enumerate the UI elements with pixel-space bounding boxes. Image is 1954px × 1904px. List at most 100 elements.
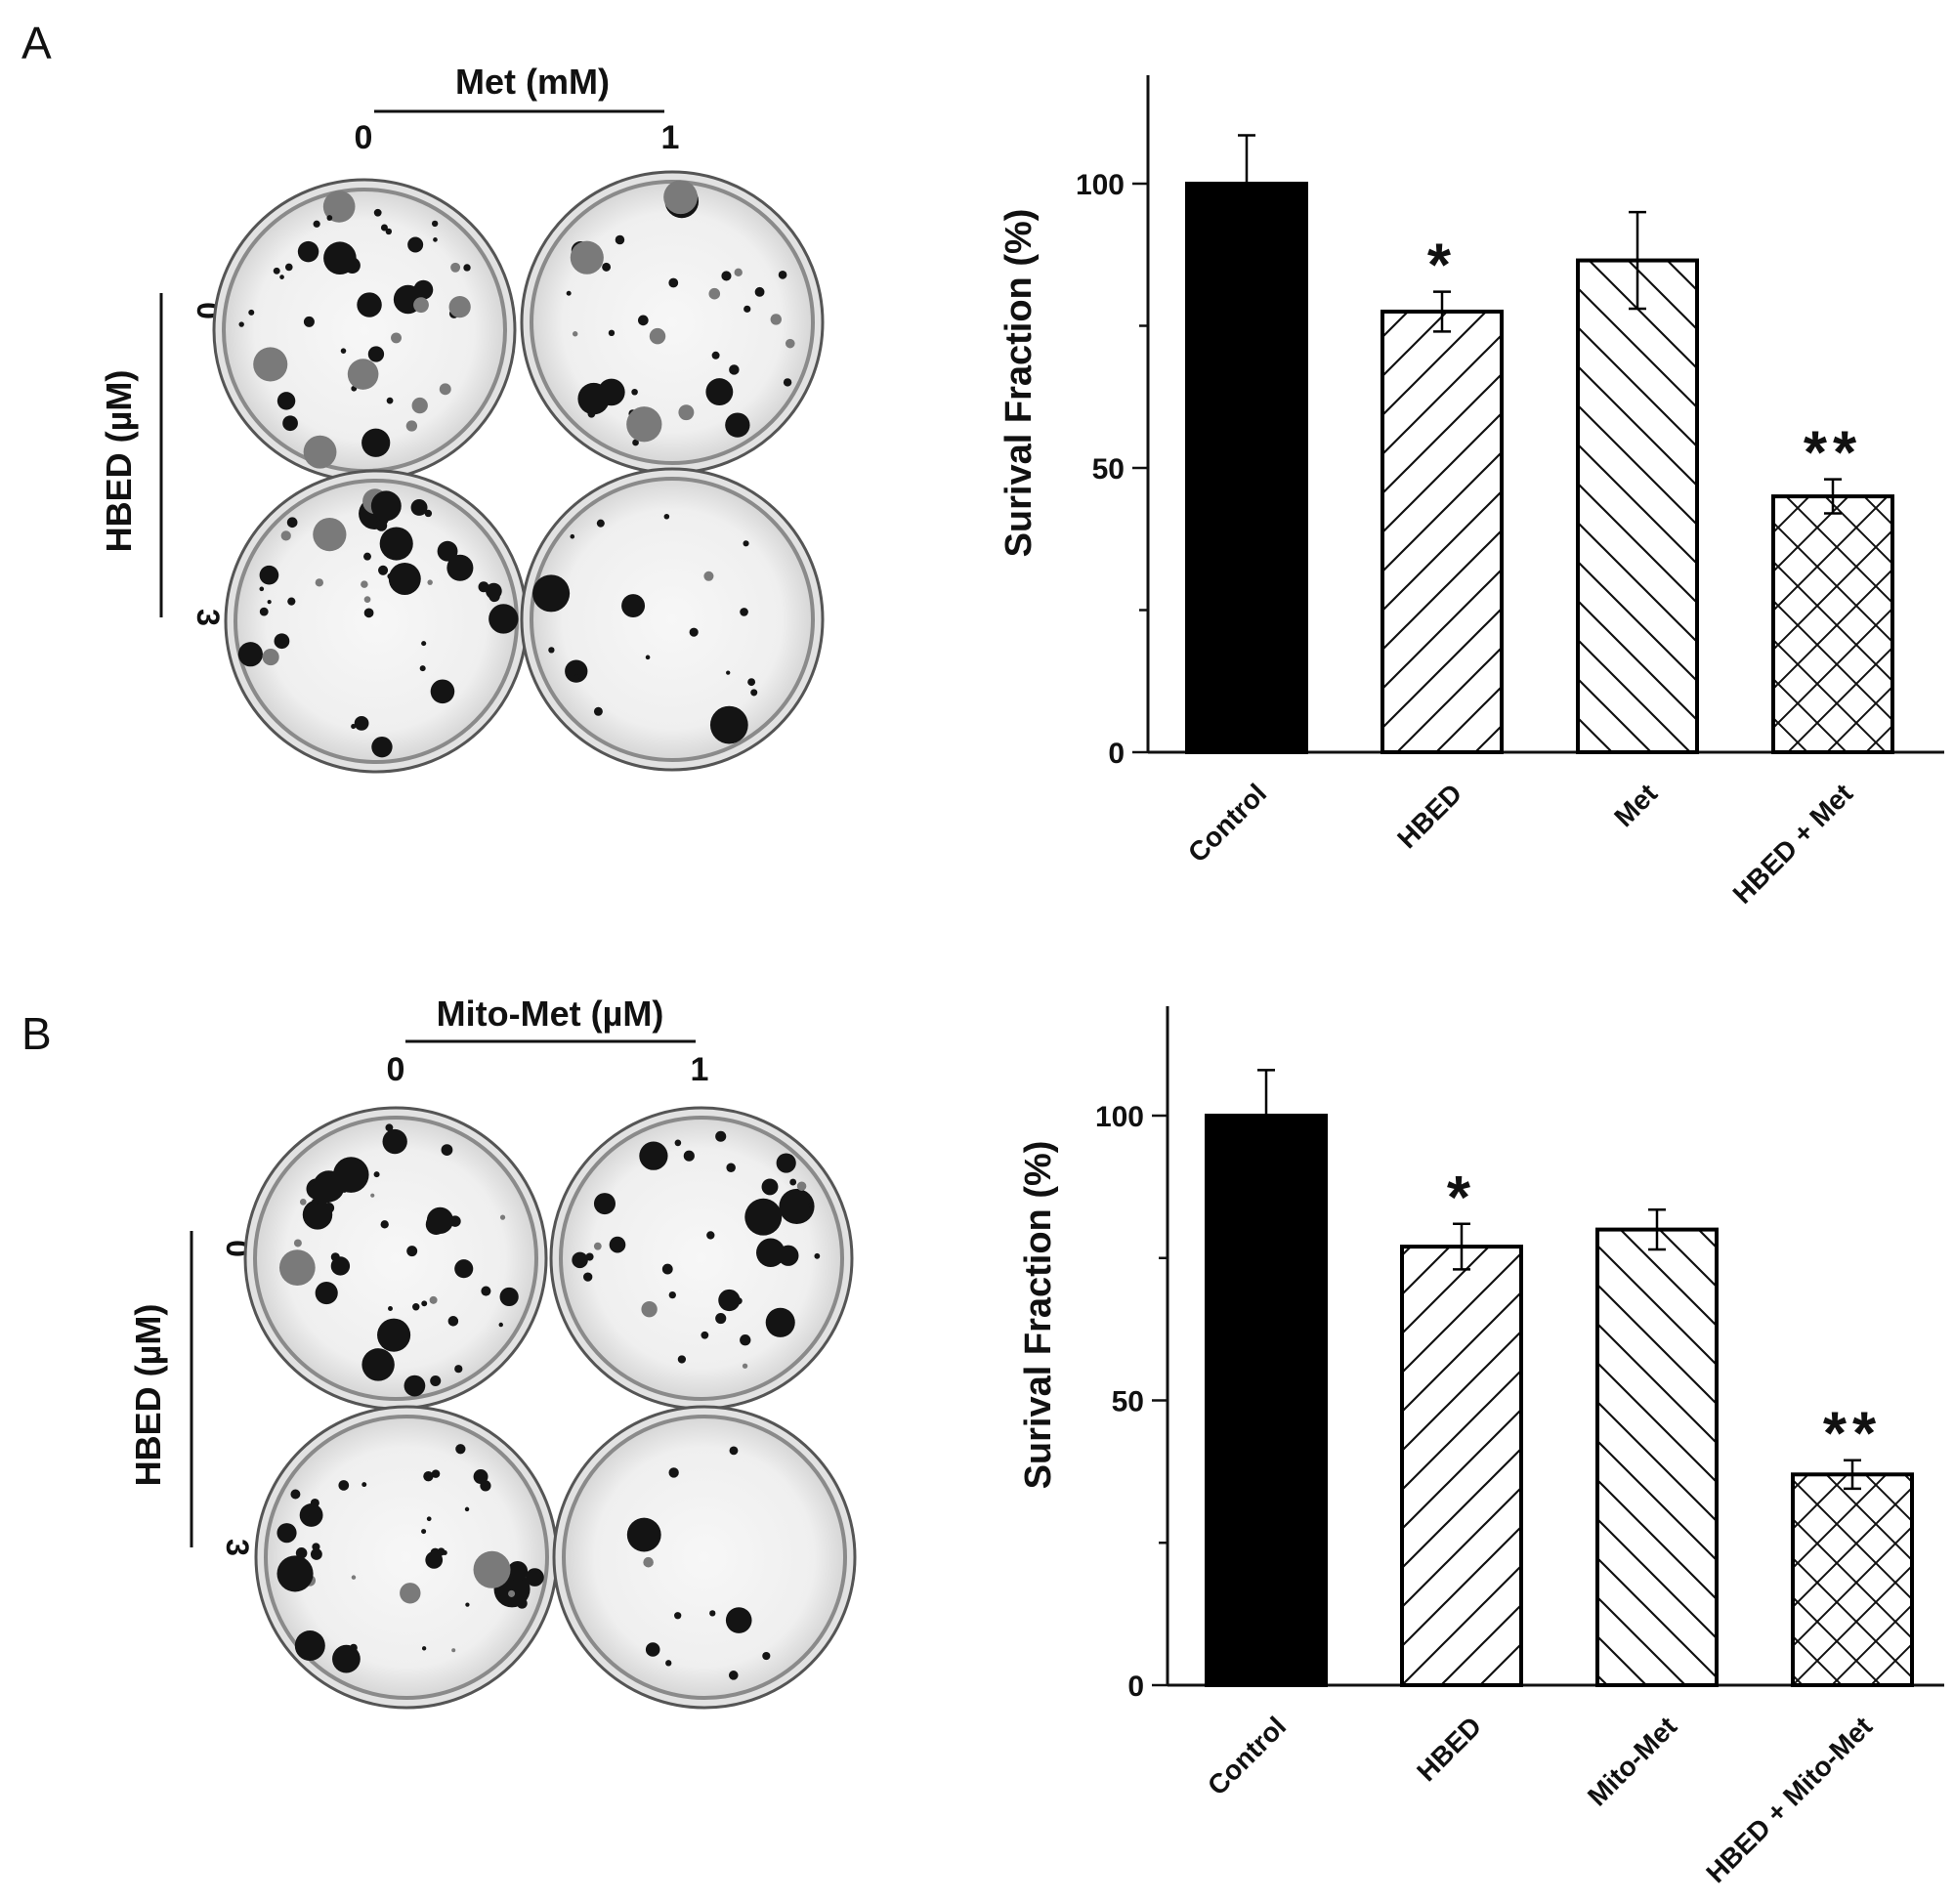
- significance-marker: **: [1823, 1401, 1882, 1468]
- dish-row1-col1: [552, 1405, 857, 1710]
- column-title: Mito-Met (µM): [437, 994, 664, 1034]
- colony: [508, 1589, 516, 1597]
- colony: [725, 1607, 752, 1633]
- colony: [778, 271, 787, 279]
- colony: [615, 234, 625, 245]
- bar-met: [1576, 258, 1699, 754]
- colony: [621, 594, 646, 618]
- colony: [572, 331, 578, 337]
- colony: [425, 1213, 447, 1235]
- colony: [259, 586, 265, 592]
- colony: [253, 347, 288, 382]
- colony: [391, 332, 402, 344]
- dish-agar: [530, 477, 815, 762]
- colony: [498, 1322, 503, 1328]
- colony: [593, 706, 603, 716]
- colony: [423, 1470, 434, 1482]
- column-level-1: 1: [661, 119, 680, 156]
- colony: [740, 608, 748, 616]
- colony: [808, 1202, 814, 1208]
- y-axis-label: Surival Fraction (%): [998, 209, 1040, 558]
- colony: [429, 1295, 438, 1304]
- colony: [756, 1238, 786, 1267]
- colony: [284, 263, 293, 272]
- colony: [570, 533, 575, 539]
- colony: [425, 1550, 444, 1569]
- colony: [361, 428, 391, 457]
- colony: [779, 1188, 815, 1225]
- colony: [641, 1300, 658, 1318]
- colony: [310, 1548, 322, 1560]
- panel-a: A Met (mM) 0 1 HBED (µM) 0 3 0 50 100 Suriv…: [21, 18, 1944, 910]
- colony: [674, 1139, 682, 1147]
- colony: [585, 1252, 594, 1261]
- bar-control: [1205, 1114, 1328, 1687]
- colony: [437, 540, 458, 562]
- colony: [347, 359, 379, 390]
- colony: [814, 1252, 821, 1259]
- colony: [729, 1446, 739, 1456]
- colony: [789, 1178, 797, 1186]
- colony: [488, 604, 519, 634]
- colony: [363, 608, 374, 618]
- colony: [495, 1588, 503, 1596]
- dish-row1-col0: [224, 469, 529, 774]
- colony: [349, 1643, 358, 1652]
- colony: [532, 574, 571, 613]
- row-level-1: 3: [220, 1539, 255, 1556]
- colony: [447, 1316, 459, 1327]
- colony: [728, 1671, 739, 1680]
- panel-b: B Mito-Met (µM) 0 1 HBED (µM) 0 3 050100…: [21, 994, 1944, 1888]
- colony: [725, 412, 750, 438]
- dish-row0-col0: [212, 178, 517, 483]
- colony: [609, 1236, 626, 1253]
- colony: [465, 1602, 470, 1607]
- colony: [778, 1245, 799, 1266]
- dish-row0-col0: [243, 1106, 548, 1411]
- colony: [351, 1575, 357, 1580]
- colony: [278, 1249, 316, 1286]
- colony: [446, 554, 474, 581]
- colony: [729, 364, 740, 375]
- colony: [718, 1289, 741, 1312]
- colony: [668, 1467, 679, 1478]
- colony: [439, 383, 451, 396]
- colony: [367, 346, 385, 362]
- dish-agar: [530, 180, 815, 465]
- colony: [293, 1239, 302, 1248]
- colony: [413, 297, 429, 314]
- colony: [400, 1583, 421, 1604]
- row-level-1: 3: [191, 609, 226, 626]
- colony: [267, 600, 272, 605]
- bar-control: [1185, 182, 1308, 754]
- colony: [332, 1157, 369, 1193]
- colony: [473, 1469, 488, 1485]
- colony: [431, 1469, 441, 1478]
- colony: [411, 397, 428, 414]
- colony: [279, 275, 284, 279]
- column-level-0: 0: [387, 1051, 405, 1088]
- colony: [626, 406, 662, 443]
- colony: [626, 1517, 661, 1552]
- colony: [451, 1648, 456, 1653]
- colony: [421, 1646, 427, 1651]
- colony: [645, 1642, 660, 1657]
- colony: [338, 1480, 350, 1491]
- colony: [665, 1660, 672, 1667]
- colony: [486, 582, 502, 600]
- colony: [363, 596, 371, 603]
- colony: [385, 1123, 394, 1132]
- colony: [294, 1630, 325, 1662]
- y-tick-label: 0: [1108, 738, 1125, 770]
- colony: [386, 397, 394, 404]
- colony: [299, 1503, 323, 1527]
- colony: [373, 1171, 380, 1178]
- colony: [276, 392, 296, 410]
- colony: [743, 305, 751, 313]
- colony: [796, 1181, 807, 1191]
- colony: [639, 1141, 668, 1170]
- column-level-1: 1: [691, 1051, 709, 1088]
- colony: [709, 705, 748, 744]
- colony: [406, 1246, 418, 1257]
- x-tick-label: HBED + Mito-Met: [1700, 1711, 1878, 1888]
